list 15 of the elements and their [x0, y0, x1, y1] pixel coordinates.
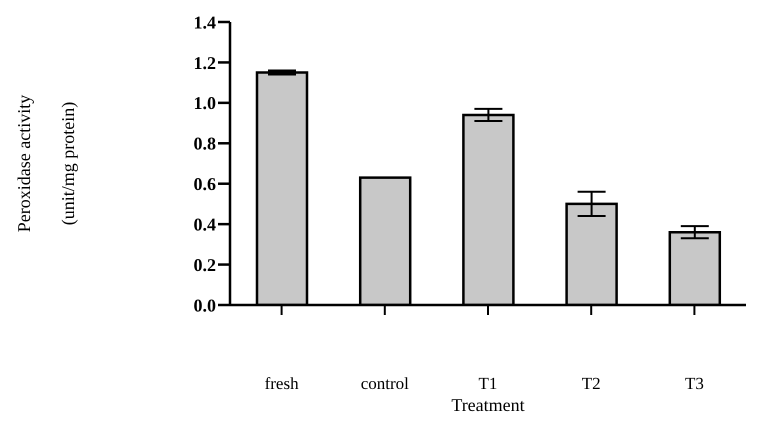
- y-tick-label: 1.2: [194, 52, 216, 73]
- text: Peroxidase activity (unit/mg protein): [14, 94, 78, 232]
- y-tick-label: 0.0: [194, 295, 216, 316]
- y-tick-label: 1.0: [194, 93, 216, 114]
- y-tick-label: 1.4: [194, 12, 216, 32]
- y-tick-label: 0.8: [194, 134, 216, 154]
- x-tick-label: T1: [478, 374, 498, 394]
- y-tick-label: 0.2: [194, 254, 216, 275]
- y-tick-label: 0.4: [194, 214, 216, 235]
- y-tick-label: 0.6: [194, 174, 216, 194]
- x-tick-label: fresh: [264, 374, 300, 394]
- x-tick-label: T2: [582, 374, 601, 394]
- x-axis-title: Treatment: [451, 395, 525, 415]
- x-tick-label: control: [360, 374, 410, 394]
- x-tick-label: T3: [684, 374, 704, 394]
